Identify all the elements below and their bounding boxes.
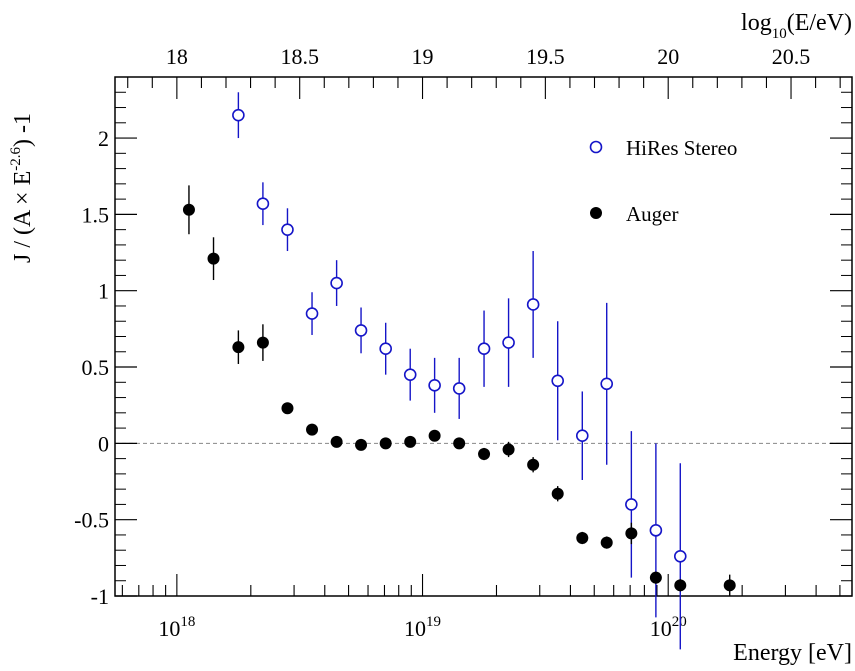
x-tick-label-exp: 20 bbox=[672, 614, 687, 630]
data-point bbox=[281, 402, 294, 415]
top-tick-label: 18 bbox=[166, 44, 188, 69]
data-point bbox=[551, 374, 565, 388]
top-tick-label: 20 bbox=[657, 44, 679, 69]
top-tick-label: 19.5 bbox=[526, 44, 565, 69]
series-auger bbox=[182, 185, 736, 596]
data-layer bbox=[182, 92, 736, 650]
x-tick-label-exp: 18 bbox=[180, 614, 195, 630]
top-axis-label-sub: 10 bbox=[772, 26, 787, 42]
data-point bbox=[649, 524, 663, 537]
data-point bbox=[330, 435, 343, 448]
data-point bbox=[502, 336, 515, 349]
data-point bbox=[625, 527, 638, 540]
data-point bbox=[674, 579, 687, 592]
data-point bbox=[428, 379, 441, 392]
y-axis-label-e: E bbox=[10, 171, 36, 192]
x-tick-label-exp: 19 bbox=[426, 614, 441, 630]
x-tick-label: 1018 bbox=[158, 614, 195, 641]
data-point bbox=[182, 203, 195, 216]
data-point bbox=[306, 423, 319, 436]
data-point bbox=[551, 487, 564, 500]
y-axis-label-pre: J / (A bbox=[10, 205, 36, 263]
data-point bbox=[207, 252, 220, 265]
data-point bbox=[330, 276, 343, 290]
top-axis-label-base: log bbox=[741, 10, 772, 36]
data-point bbox=[502, 443, 515, 456]
y-tick-label: 0.5 bbox=[82, 355, 110, 380]
legend-label-auger: Auger bbox=[626, 202, 678, 226]
y-tick-label: 1 bbox=[98, 279, 109, 304]
y-tick-label: 1.5 bbox=[82, 202, 110, 227]
top-tick-label: 18.5 bbox=[280, 44, 319, 69]
data-point bbox=[649, 571, 662, 584]
x-tick-label-base: 10 bbox=[650, 616, 672, 641]
top-tick-label: 20.5 bbox=[772, 44, 811, 69]
x-tick-label: 1020 bbox=[650, 614, 687, 641]
data-point bbox=[256, 197, 270, 210]
data-point bbox=[526, 298, 540, 311]
y-axis-label: J / (A × E-2.6) -1 bbox=[8, 113, 36, 263]
data-point bbox=[355, 438, 368, 451]
data-point bbox=[478, 448, 491, 461]
data-point bbox=[379, 437, 392, 450]
y-axis-label-post: ) -1 bbox=[10, 113, 36, 147]
data-point bbox=[673, 550, 687, 563]
y-tick-label: 2 bbox=[98, 126, 109, 151]
y-tick-label: -0.5 bbox=[74, 508, 109, 533]
data-point bbox=[600, 536, 613, 549]
data-point bbox=[625, 498, 638, 511]
data-point bbox=[232, 341, 245, 354]
data-point bbox=[600, 377, 614, 391]
top-axis-label-rest: (E/eV) bbox=[787, 10, 852, 36]
data-point bbox=[256, 336, 269, 349]
y-tick-label: -1 bbox=[91, 584, 109, 609]
data-point bbox=[452, 382, 466, 395]
x-tick-label-base: 10 bbox=[404, 616, 426, 641]
x-tick-label: 1019 bbox=[404, 614, 441, 641]
data-point bbox=[428, 429, 441, 442]
data-point bbox=[379, 342, 392, 356]
data-point bbox=[403, 368, 417, 381]
data-point bbox=[477, 342, 491, 356]
x-tick-label-base: 10 bbox=[158, 616, 180, 641]
y-axis-label-exp: -2.6 bbox=[8, 147, 24, 171]
data-point bbox=[723, 579, 736, 592]
x-axis-label: Energy [eV] bbox=[733, 640, 852, 666]
data-point bbox=[576, 531, 589, 544]
data-point bbox=[281, 223, 294, 236]
data-point bbox=[232, 108, 245, 122]
top-axis-label: log10(E/eV) bbox=[741, 10, 852, 42]
data-point bbox=[453, 437, 466, 450]
data-point bbox=[575, 429, 589, 443]
data-point bbox=[527, 458, 540, 471]
data-point bbox=[404, 435, 417, 448]
legend-label-hires: HiRes Stereo bbox=[626, 136, 737, 160]
legend-marker-auger bbox=[590, 207, 602, 219]
y-tick-label: 0 bbox=[98, 431, 109, 456]
y-axis-label-times: × bbox=[10, 191, 36, 205]
data-point bbox=[305, 307, 319, 320]
top-tick-label: 19 bbox=[412, 44, 434, 69]
series-hires bbox=[232, 92, 687, 650]
legend: HiRes Stereo Auger bbox=[589, 136, 737, 226]
legend-marker-hires bbox=[589, 140, 603, 154]
data-point bbox=[354, 324, 368, 337]
